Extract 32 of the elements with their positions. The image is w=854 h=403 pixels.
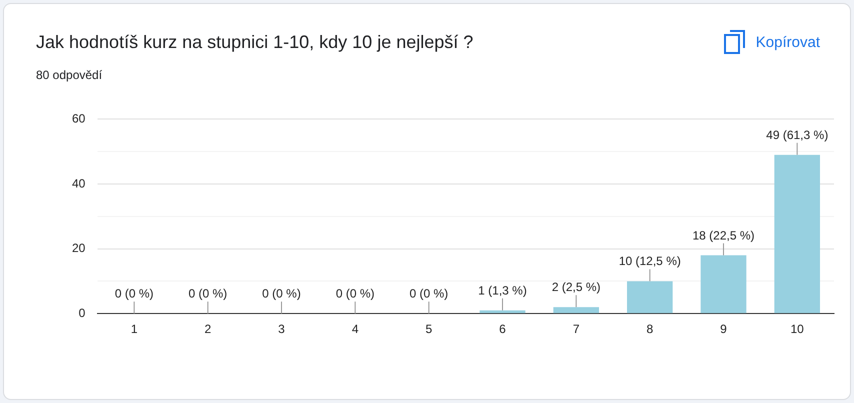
y-tick-label: 40 <box>72 176 86 190</box>
x-tick-label: 3 <box>278 322 286 336</box>
bar <box>480 310 526 314</box>
data-label: 0 (0 %) <box>336 286 375 301</box>
bar <box>627 281 673 314</box>
bar <box>700 255 746 314</box>
x-tick-label: 10 <box>790 322 804 336</box>
x-tick-label: 8 <box>646 322 654 336</box>
chart-title: Jak hodnotíš kurz na stupnici 1-10, kdy 10 je nejlepší ? <box>36 32 474 53</box>
data-label: 2 (2,5 %) <box>552 280 601 294</box>
text: Kopírovat <box>756 34 820 50</box>
x-tick-label: 6 <box>499 322 506 336</box>
data-label: 0 (0 %) <box>409 286 448 301</box>
x-tick-label: 7 <box>572 322 580 336</box>
data-label: 0 (0 %) <box>188 286 228 301</box>
data-label: 49 (61,3 %) <box>766 128 828 142</box>
data-label: 18 (22,5 %) <box>692 228 755 242</box>
data-label: 1 (1,3 %) <box>478 283 527 298</box>
y-tick-label: 20 <box>72 241 86 256</box>
x-tick-label: 2 <box>204 322 212 336</box>
x-tick-label: 4 <box>352 322 359 336</box>
y-tick-label: 0 <box>78 306 86 320</box>
data-label: 0 (0 %) <box>262 286 301 301</box>
x-tick-label: 9 <box>720 322 728 336</box>
data-label: 0 (0 %) <box>114 286 154 301</box>
bar <box>553 307 600 314</box>
x-tick-label: 5 <box>425 322 432 336</box>
y-tick-label: 60 <box>72 112 86 126</box>
bar <box>774 154 820 314</box>
x-tick-label: 1 <box>130 322 138 336</box>
chart-subtitle: 80 odpovědí <box>36 68 102 82</box>
data-label: 10 (12,5 %) <box>618 254 681 268</box>
